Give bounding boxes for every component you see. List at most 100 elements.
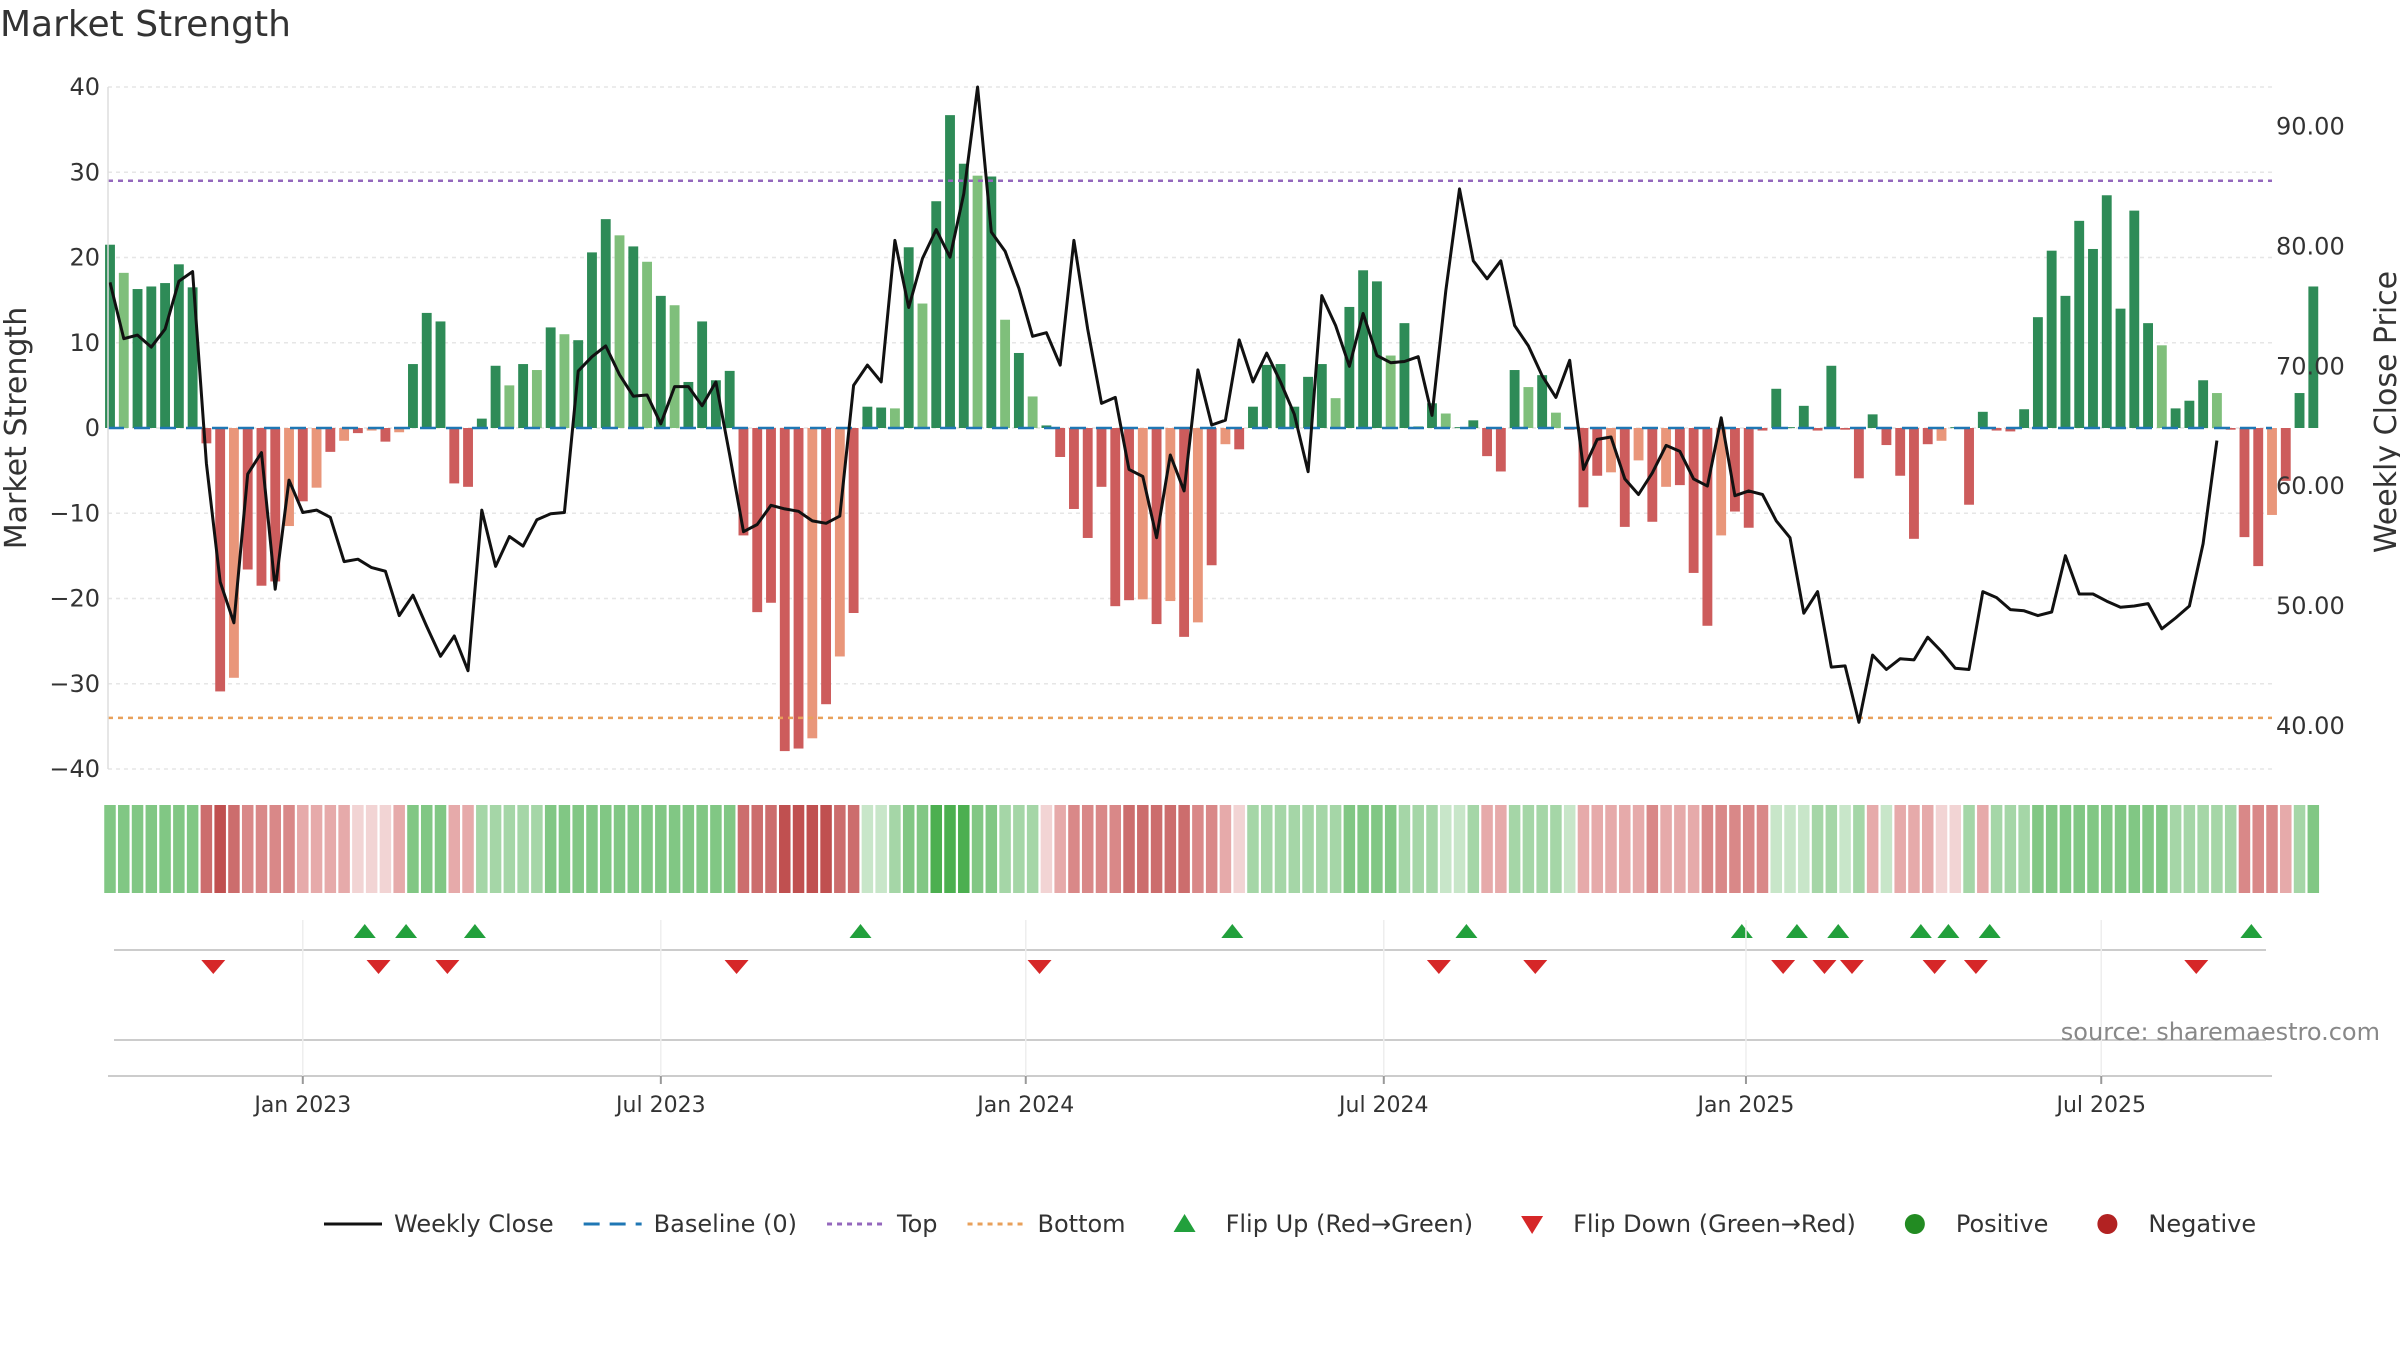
strength-bar bbox=[642, 261, 652, 428]
heat-cell bbox=[1550, 805, 1562, 893]
date-tick-label: Jan 2025 bbox=[1696, 1093, 1795, 1118]
legend-label: Baseline (0) bbox=[654, 1210, 797, 1238]
heat-cell bbox=[1013, 805, 1025, 893]
flip-up-marker bbox=[395, 924, 418, 938]
strength-bar bbox=[1303, 376, 1313, 428]
flip-up-marker bbox=[1937, 924, 1960, 938]
strength-bar bbox=[821, 428, 832, 705]
strength-bar bbox=[1991, 428, 2002, 431]
heat-cell bbox=[145, 805, 158, 893]
axes: 40 30 20 10 0 −10 −20 −30 −40 90.00 80.00 70.00 60.0… bbox=[0, 73, 2400, 783]
heat-cell bbox=[999, 805, 1011, 893]
heat-cell bbox=[1990, 805, 2003, 893]
strength-bar bbox=[1922, 428, 1933, 445]
strength-bar bbox=[614, 235, 625, 428]
heat-strip bbox=[104, 805, 2320, 893]
strength-bar bbox=[1124, 428, 1134, 601]
grid-layer bbox=[108, 86, 2272, 770]
heat-cell bbox=[255, 805, 268, 893]
heat-cell bbox=[682, 805, 695, 893]
flip-down-marker bbox=[2184, 960, 2209, 974]
heat-cell bbox=[627, 805, 640, 893]
heat-cell bbox=[338, 805, 350, 893]
strength-bar bbox=[738, 428, 749, 536]
strength-bar bbox=[1261, 364, 1272, 428]
heat-cell bbox=[1123, 805, 1135, 893]
right-tick-label: 50.00 bbox=[2276, 592, 2345, 620]
strength-bar bbox=[2115, 308, 2126, 428]
legend-label: Positive bbox=[1956, 1210, 2049, 1238]
heat-cell bbox=[1329, 805, 1342, 893]
legend-label: Negative bbox=[2148, 1210, 2256, 1238]
strength-bar bbox=[1977, 411, 1988, 428]
heat-cell bbox=[2224, 805, 2237, 893]
heat-cell bbox=[2018, 805, 2030, 893]
flip-down-marker bbox=[366, 960, 391, 974]
heat-cell bbox=[1674, 805, 1686, 893]
heat-cell bbox=[792, 805, 805, 893]
heat-cell bbox=[2169, 805, 2182, 893]
strength-bar bbox=[862, 406, 873, 428]
heat-cell bbox=[861, 805, 874, 893]
heat-cell bbox=[1619, 805, 1631, 893]
strength-bar bbox=[394, 428, 405, 433]
heat-cell bbox=[1426, 805, 1438, 893]
heat-cell bbox=[1963, 805, 1975, 893]
strength-bar bbox=[173, 264, 184, 428]
strength-bar bbox=[311, 428, 322, 488]
heat-cell bbox=[710, 805, 722, 893]
heat-cell bbox=[1109, 805, 1122, 893]
strength-bar bbox=[229, 428, 239, 678]
heat-cell bbox=[599, 805, 612, 893]
heat-cell bbox=[1632, 805, 1645, 893]
heat-cell bbox=[283, 805, 295, 893]
strength-bar bbox=[1385, 355, 1396, 428]
heat-cell bbox=[434, 805, 447, 893]
strength-bar bbox=[187, 287, 198, 428]
strength-bar bbox=[600, 219, 611, 428]
right-tick-label: 40.00 bbox=[2276, 712, 2345, 740]
left-axis-title: Market Strength bbox=[0, 307, 34, 549]
heat-cell bbox=[104, 805, 116, 893]
strength-bar bbox=[118, 272, 129, 428]
heat-cell bbox=[572, 805, 584, 893]
legend-positive-icon bbox=[1904, 1214, 1925, 1234]
heat-cell bbox=[1495, 805, 1507, 893]
flip-up-marker bbox=[463, 924, 486, 938]
heat-cell bbox=[1853, 805, 1865, 893]
heat-cell bbox=[379, 805, 392, 893]
flip-up-marker bbox=[353, 924, 376, 938]
strength-bar bbox=[1509, 370, 1520, 428]
heat-cell bbox=[2156, 805, 2168, 893]
heat-cell bbox=[1508, 805, 1521, 893]
legend-label: Flip Up (Red→Green) bbox=[1226, 1210, 1474, 1238]
strength-bar bbox=[1151, 428, 1162, 625]
strength-bar bbox=[1550, 412, 1561, 428]
strength-bar bbox=[380, 428, 391, 442]
heat-cell bbox=[2183, 805, 2196, 893]
heat-cell bbox=[1770, 805, 1783, 893]
strength-bar bbox=[972, 175, 983, 428]
strength-bar bbox=[1000, 319, 1011, 428]
left-tick-label: −40 bbox=[49, 755, 100, 783]
heat-cell bbox=[1274, 805, 1287, 893]
heat-cell bbox=[737, 805, 750, 893]
strength-bar bbox=[958, 163, 969, 428]
heat-cell bbox=[2211, 805, 2223, 893]
strength-bar bbox=[1399, 323, 1410, 428]
heat-cell bbox=[2073, 805, 2085, 893]
strength-bar bbox=[463, 428, 473, 487]
heat-cell bbox=[2252, 805, 2264, 893]
strength-bar bbox=[1964, 428, 1974, 505]
strength-bar bbox=[2019, 409, 2030, 428]
strength-bar bbox=[2032, 317, 2043, 428]
heat-cell bbox=[875, 805, 887, 893]
strength-bars bbox=[105, 115, 2319, 752]
strength-bar bbox=[1482, 428, 1493, 457]
heat-cell bbox=[352, 805, 364, 893]
strength-bar bbox=[2129, 210, 2140, 428]
strength-bar bbox=[752, 428, 763, 613]
left-tick-label: −30 bbox=[49, 670, 100, 698]
strength-bar bbox=[242, 428, 253, 570]
heat-cell bbox=[1040, 805, 1053, 893]
